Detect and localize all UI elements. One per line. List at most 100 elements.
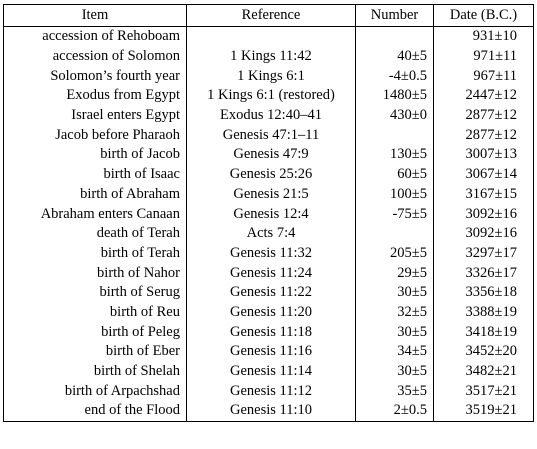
- table-cell: [355, 26, 434, 47]
- table-row: birth of Reu Genesis 11:20 32±5 3388±19: [4, 302, 534, 323]
- table-cell: 2877±12: [433, 105, 534, 126]
- table-cell: birth of Reu: [109, 303, 180, 320]
- table-row: accession of Rehoboam 931±10: [4, 26, 534, 47]
- table-cell: 3517±21: [433, 381, 534, 402]
- table-cell: Genesis 11:12: [186, 381, 356, 402]
- table-cell: 1 Kings 6:1 (restored): [186, 86, 356, 106]
- table-row: birth of Jacob Genesis 47:9 130±5 3007±13: [4, 145, 534, 165]
- table-cell: 3297±17: [433, 243, 534, 264]
- table-cell: Genesis 11:18: [186, 322, 356, 342]
- table-cell: 29±5: [355, 263, 434, 283]
- table-cell: Genesis 11:24: [186, 263, 356, 283]
- table-cell: [355, 125, 434, 146]
- table-cell: Genesis 11:20: [186, 302, 356, 323]
- data-table: Item Reference Number Date (B.C.) accession…: [3, 4, 534, 422]
- table-cell: Genesis 11:22: [186, 282, 356, 303]
- table-cell: 32±5: [355, 302, 434, 323]
- table-cell: 30±5: [355, 322, 434, 342]
- table-cell: 3092±16: [433, 223, 534, 244]
- table-cell: 3007±13: [433, 145, 534, 165]
- table-cell: Israel enters Egypt: [71, 107, 180, 124]
- table-cell: Genesis 47:9: [186, 145, 356, 165]
- table-cell: birth of Abraham: [80, 185, 180, 202]
- table-cell: 3356±18: [433, 282, 534, 303]
- header-cell: Number: [355, 4, 434, 27]
- table-cell: Genesis 25:26: [186, 164, 356, 185]
- table-cell: 967±11: [433, 66, 534, 87]
- table-row: accession of Solomon 1 Kings 11:42 40±5 971…: [4, 46, 534, 67]
- table-cell: Acts 7:4: [186, 223, 356, 244]
- table-row: Abraham enters Canaan Genesis 12:4 -75±5 30…: [4, 204, 534, 224]
- table-row: birth of Terah Genesis 11:32 205±5 3297±17: [4, 243, 534, 264]
- table-row: birth of Shelah Genesis 11:14 30±5 3482±21: [4, 361, 534, 382]
- table-cell: Exodus from Egypt: [66, 87, 180, 104]
- table-row: birth of Nahor Genesis 11:24 29±5 3326±17: [4, 263, 534, 283]
- table-cell: death of Terah: [96, 225, 180, 242]
- table-cell: 3326±17: [433, 263, 534, 283]
- table-cell: 3519±21: [433, 401, 534, 422]
- table-cell: accession of Solomon: [52, 48, 180, 65]
- table-cell: birth of Nahor: [97, 264, 180, 281]
- table-cell: 40±5: [355, 46, 434, 67]
- table-cell: birth of Peleg: [101, 323, 180, 340]
- table-cell: 30±5: [355, 282, 434, 303]
- table-cell: end of the Flood: [84, 402, 180, 419]
- table-cell: 3167±15: [433, 184, 534, 205]
- table-cell: [355, 223, 434, 244]
- table-row: death of Terah Acts 7:4 3092±16: [4, 223, 534, 244]
- table-cell: 1480±5: [355, 86, 434, 106]
- table-row: Jacob before Pharaoh Genesis 47:1–11 2877±…: [4, 125, 534, 146]
- table-cell: Genesis 11:10: [186, 401, 356, 422]
- table-cell: birth of Isaac: [103, 166, 181, 183]
- table-row: birth of Eber Genesis 11:16 34±5 3452±20: [4, 342, 534, 362]
- table-cell: 3388±19: [433, 302, 534, 323]
- table-cell: 3067±14: [433, 164, 534, 185]
- table-cell: 35±5: [355, 381, 434, 402]
- table-row: Exodus from Egypt 1 Kings 6:1 (restored) 1…: [4, 86, 534, 106]
- table-cell: birth of Jacob: [100, 146, 180, 163]
- table-row: end of the Flood Genesis 11:10 2±0.5 3519±2…: [4, 401, 534, 422]
- table-cell: 1 Kings 11:42: [186, 46, 356, 67]
- table-cell: Exodus 12:40–41: [186, 105, 356, 126]
- table-cell: Jacob before Pharaoh: [55, 126, 180, 143]
- table-cell: [186, 26, 356, 47]
- table-cell: 2877±12: [433, 125, 534, 146]
- table-cell: 30±5: [355, 361, 434, 382]
- table-cell: birth of Terah: [100, 244, 180, 261]
- table-cell: 430±0: [355, 105, 434, 126]
- table-cell: 2±0.5: [355, 401, 434, 422]
- table-cell: 931±10: [433, 26, 534, 47]
- table-cell: 205±5: [355, 243, 434, 264]
- table-cell: 130±5: [355, 145, 434, 165]
- table-row: Solomon’s fourth year 1 Kings 6:1 -4±0.5 96…: [4, 66, 534, 87]
- table-cell: Genesis 47:1–11: [186, 125, 356, 146]
- header-row: Item Reference Number Date (B.C.): [3, 4, 534, 27]
- table-cell: Genesis 11:14: [186, 361, 356, 382]
- table-body: accession of Rehoboam 931±10 accession of …: [4, 26, 534, 422]
- table-cell: Genesis 12:4: [186, 204, 356, 224]
- table-cell: birth of Serug: [99, 284, 180, 301]
- table-row: birth of Isaac Genesis 25:26 60±5 3067±14: [4, 164, 534, 185]
- table-cell: 60±5: [355, 164, 434, 185]
- table-cell: accession of Rehoboam: [42, 28, 180, 45]
- table-cell: Genesis 11:32: [186, 243, 356, 264]
- table-cell: 971±11: [433, 46, 534, 67]
- header-cell: Item: [3, 4, 187, 27]
- table-cell: 3092±16: [433, 204, 534, 224]
- table-cell: 3418±19: [433, 322, 534, 342]
- table-cell: -4±0.5: [355, 66, 434, 87]
- table-cell: 3452±20: [433, 342, 534, 362]
- table-cell: Genesis 11:16: [186, 342, 356, 362]
- table-cell: 2447±12: [433, 86, 534, 106]
- table-cell: Genesis 21:5: [186, 184, 356, 205]
- header-cell: Date (B.C.): [433, 4, 534, 27]
- table-row: Israel enters Egypt Exodus 12:40–41 430±0 2…: [4, 105, 534, 126]
- table-cell: 34±5: [355, 342, 434, 362]
- table-cell: birth of Eber: [105, 343, 180, 360]
- table-cell: -75±5: [355, 204, 434, 224]
- table-row: birth of Arpachshad Genesis 11:12 35±5 3517…: [4, 381, 534, 402]
- table-cell: 3482±21: [433, 361, 534, 382]
- table-row: birth of Abraham Genesis 21:5 100±5 3167±15: [4, 184, 534, 205]
- table-cell: 100±5: [355, 184, 434, 205]
